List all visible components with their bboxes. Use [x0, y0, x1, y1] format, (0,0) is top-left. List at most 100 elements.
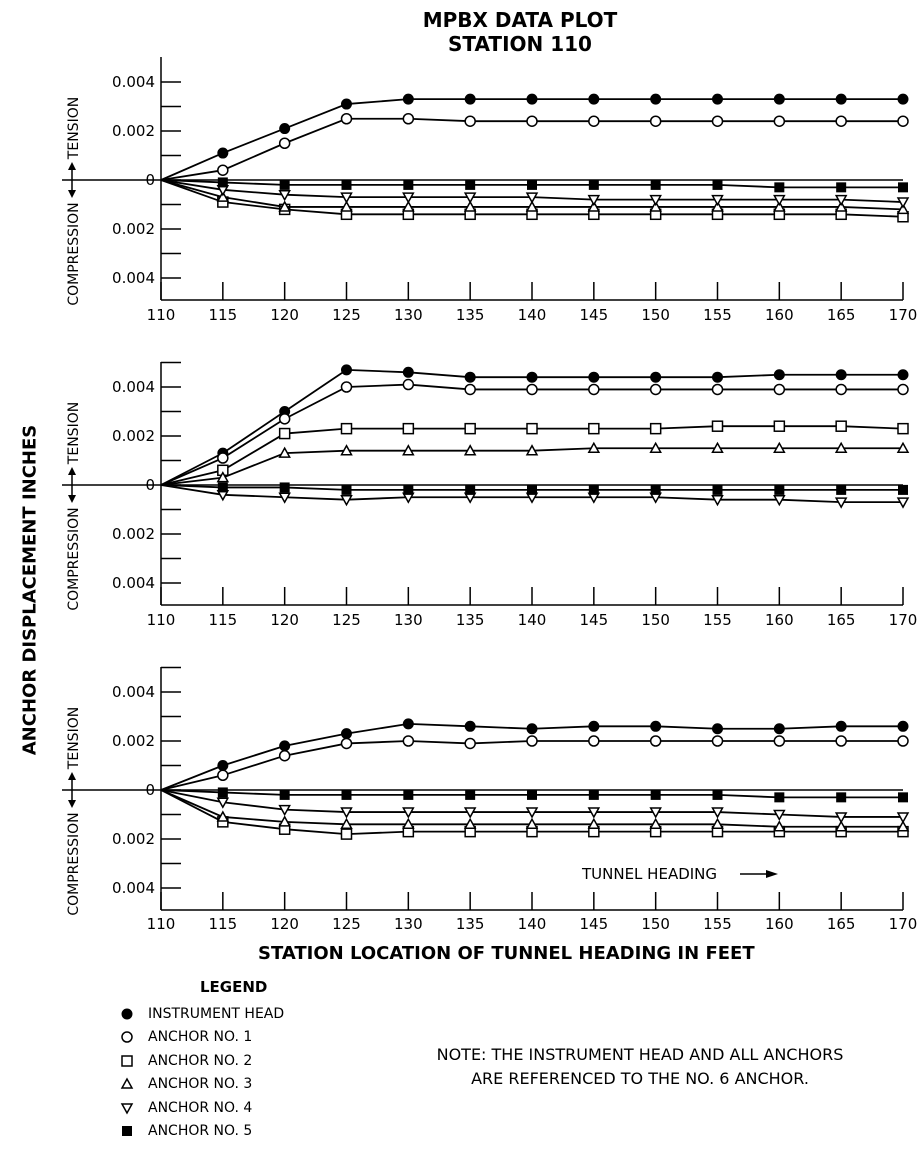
legend-marker — [120, 1077, 134, 1089]
y-tick-label: 0.004 — [112, 683, 155, 701]
series-1 — [160, 364, 909, 486]
data-point — [217, 769, 229, 782]
data-point — [898, 484, 908, 495]
legend-marker-icon — [120, 1103, 134, 1115]
x-tick-label: 125 — [332, 915, 361, 930]
data-point — [340, 200, 353, 212]
data-point — [279, 123, 291, 135]
data-point — [897, 369, 909, 381]
data-point — [712, 484, 723, 495]
data-point — [711, 494, 724, 507]
data-point — [525, 817, 539, 830]
data-point — [588, 179, 599, 190]
data-point — [898, 792, 908, 803]
x-tick-label: 160 — [765, 611, 794, 629]
data-point — [711, 200, 724, 212]
data-point — [588, 383, 600, 396]
data-point — [463, 200, 477, 212]
legend-marker-icon — [121, 1008, 133, 1020]
data-point — [217, 787, 228, 798]
series-line — [160, 117, 903, 181]
data-point — [774, 182, 785, 193]
data-point — [402, 735, 415, 747]
data-point — [279, 179, 290, 190]
arrow-up-head — [68, 162, 76, 170]
x-tick-label: 145 — [580, 306, 609, 324]
data-point — [279, 482, 290, 493]
data-point — [587, 807, 601, 819]
data-point — [278, 189, 291, 202]
y-tick-label: 0.002 — [112, 122, 155, 140]
data-point — [836, 792, 847, 803]
x-tick-label: 170 — [889, 611, 918, 629]
data-point — [587, 817, 601, 830]
x-tick-label: 110 — [147, 611, 176, 629]
data-point — [711, 115, 724, 127]
series-1 — [160, 718, 909, 791]
data-point — [649, 817, 662, 830]
data-point — [649, 194, 662, 207]
legend-item: ANCHOR NO. 1 — [120, 1026, 284, 1050]
x-tick-label: 135 — [456, 611, 485, 629]
data-point — [341, 364, 352, 376]
data-point — [588, 735, 600, 747]
legend-marker — [120, 1103, 134, 1115]
data-point — [649, 200, 662, 212]
data-point — [835, 735, 847, 747]
y-tick-label: 0 — [145, 781, 155, 799]
data-point — [463, 817, 477, 830]
legend-label: ANCHOR NO. 4 — [148, 1099, 253, 1116]
series-5 — [160, 179, 910, 209]
data-point — [402, 200, 415, 212]
y-axis-label: ANCHOR DISPLACEMENT INCHES — [19, 424, 41, 756]
data-point — [773, 494, 786, 507]
data-point — [711, 441, 724, 453]
y-tick-label: 0.004 — [112, 879, 155, 897]
data-point — [588, 115, 600, 127]
data-point — [649, 422, 662, 435]
data-point — [340, 192, 353, 204]
tension-label: TENSION — [66, 707, 82, 770]
note: NOTE: THE INSTRUMENT HEAD AND ALL ANCHOR… — [380, 1043, 900, 1091]
data-point — [587, 441, 601, 453]
y-tick-label: 0 — [145, 476, 155, 494]
data-point — [278, 492, 291, 504]
legend-marker-icon — [121, 1055, 133, 1067]
arrow-down-head — [68, 495, 76, 503]
data-point — [217, 482, 228, 493]
series-line — [160, 98, 903, 181]
tension-label: TENSION — [66, 402, 82, 465]
series-4 — [160, 179, 910, 215]
data-point — [464, 383, 476, 396]
arrow-down-head — [68, 800, 76, 808]
data-point — [897, 93, 909, 105]
data-point — [403, 179, 414, 190]
data-point — [712, 179, 723, 190]
series-6 — [160, 482, 908, 495]
series-line — [160, 425, 904, 486]
legend-marker — [121, 1008, 133, 1020]
y-tick-label: 0.004 — [112, 574, 155, 592]
data-point — [278, 200, 291, 212]
data-point — [217, 177, 228, 188]
data-point — [340, 113, 353, 125]
data-point — [649, 441, 662, 453]
x-tick-label: 125 — [332, 611, 361, 629]
data-point — [836, 484, 847, 495]
data-point — [650, 484, 661, 495]
data-point — [217, 147, 229, 159]
data-point — [587, 194, 601, 207]
data-point — [711, 735, 724, 747]
data-point — [896, 820, 910, 832]
data-point — [217, 452, 229, 464]
data-point — [463, 807, 477, 819]
data-point — [588, 93, 600, 105]
y-tick-label: 0.004 — [112, 73, 155, 91]
arrow-down-head — [68, 190, 76, 198]
legend-label: ANCHOR NO. 3 — [148, 1076, 253, 1093]
data-point — [464, 422, 476, 435]
x-tick-label: 155 — [703, 915, 732, 930]
data-point — [712, 371, 723, 383]
legend-marker — [121, 1055, 133, 1067]
chart-panel-2: 0.004 0.002 0 0.002 0.004 110 115 120 125 130 135 1… — [62, 361, 918, 629]
